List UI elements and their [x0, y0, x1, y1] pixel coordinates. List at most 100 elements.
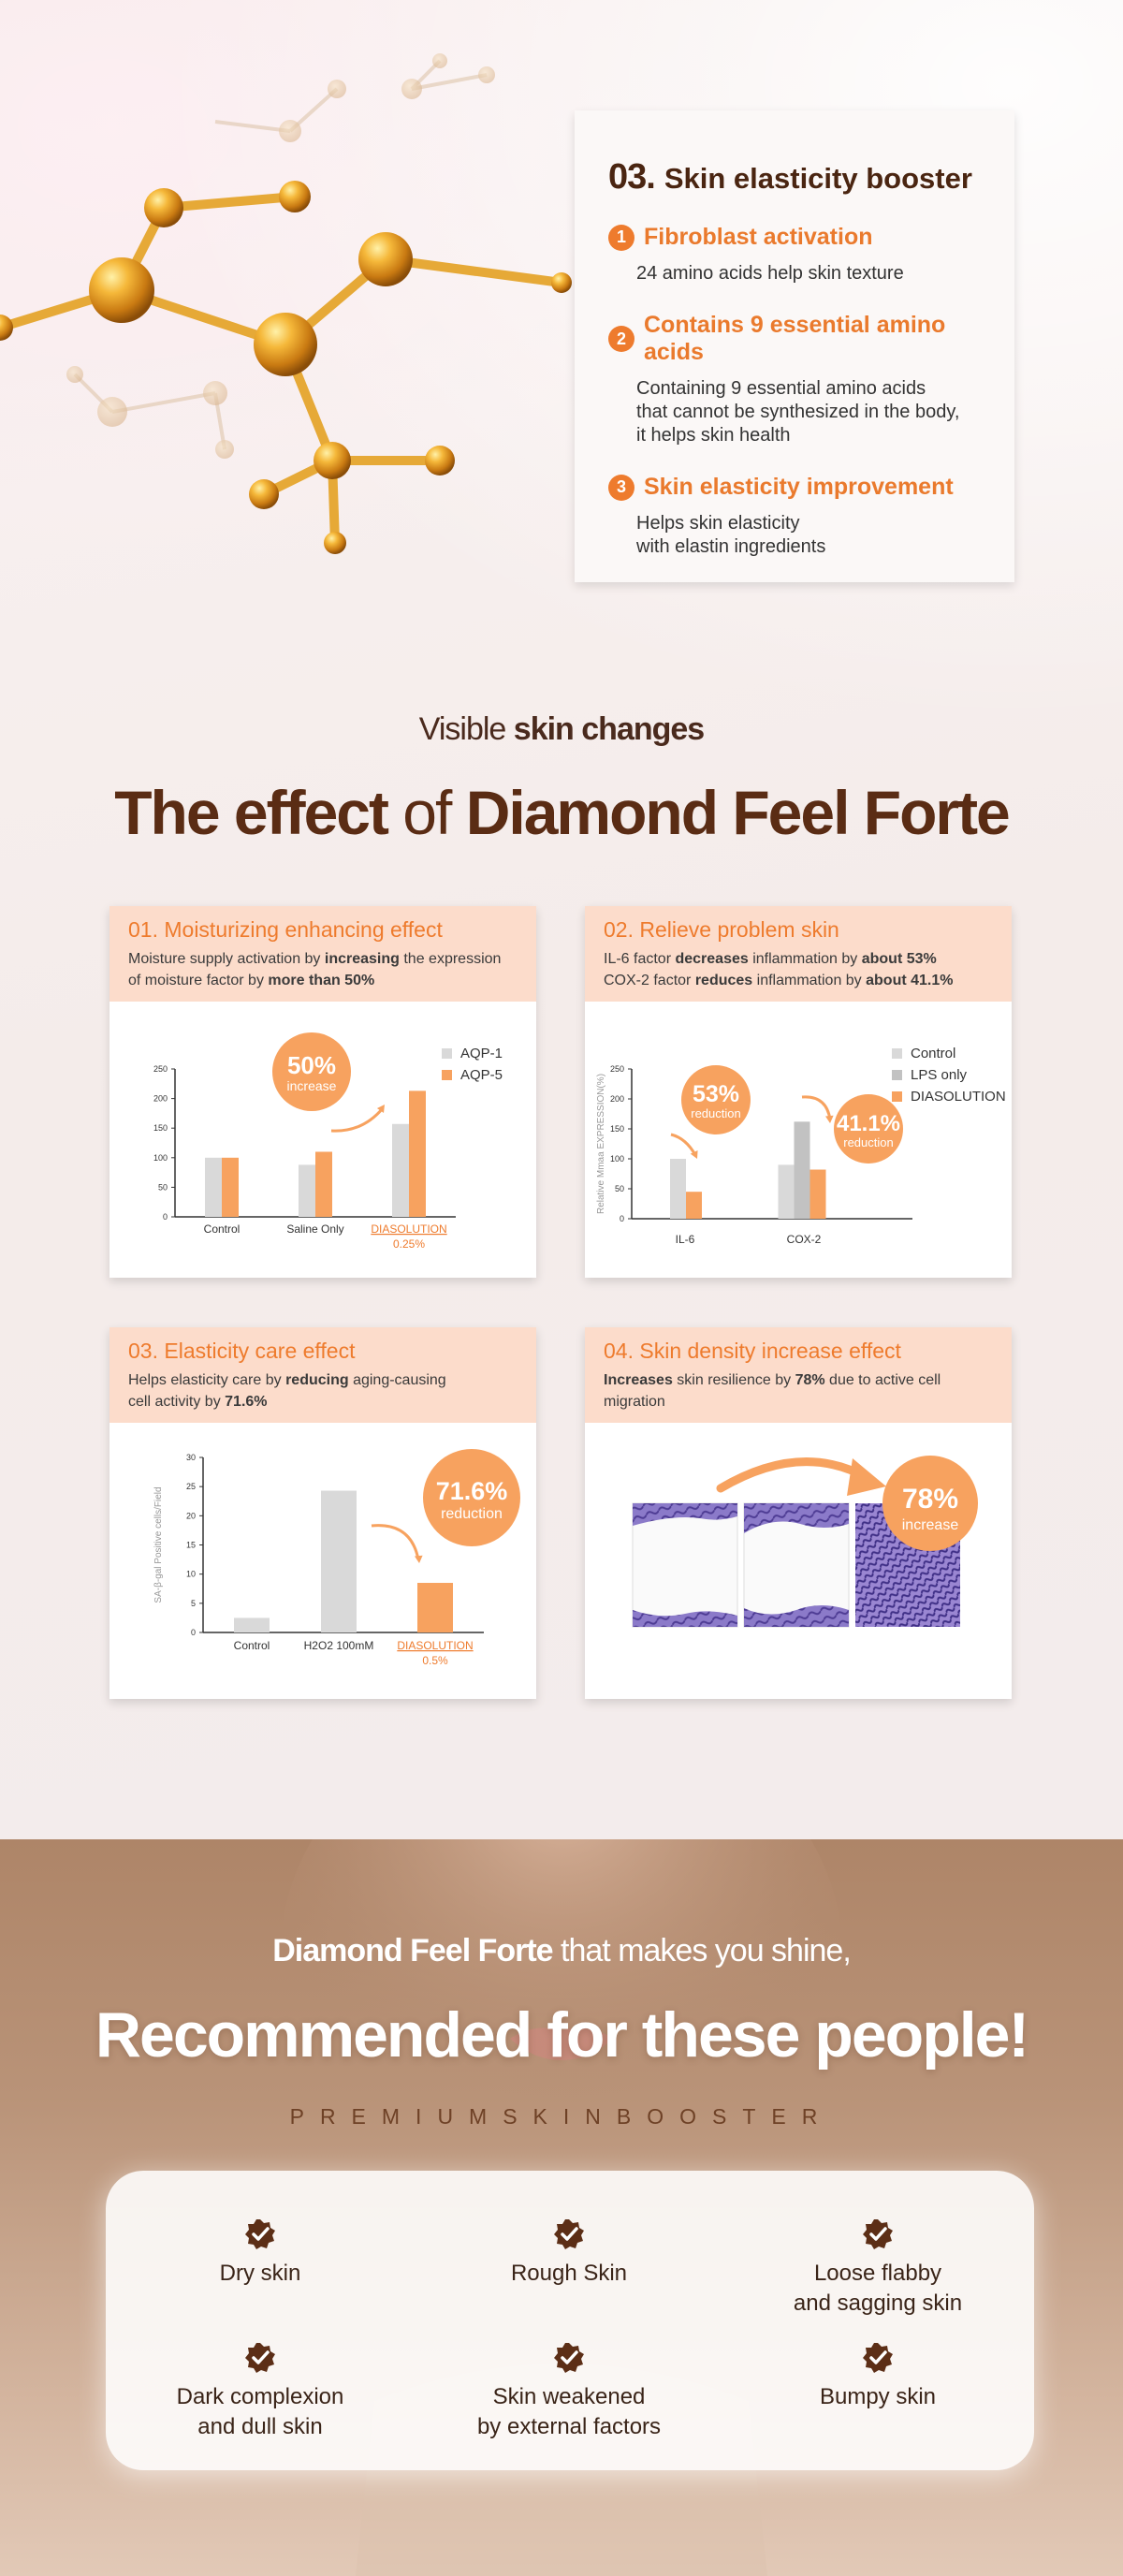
- effect-title: 03. Elasticity care effect: [128, 1339, 356, 1363]
- feature-desc: Helps skin elasticity with elastin ingre…: [636, 513, 826, 557]
- title-bold-2: Diamond Feel Forte: [465, 778, 1011, 847]
- badge-label: reduction: [441, 1506, 503, 1522]
- bar: [778, 1164, 795, 1219]
- premium-tagline: PREMIUMSKINBOOSTER: [289, 2104, 834, 2129]
- badge-label: increase: [287, 1078, 337, 1093]
- desc-emphasis: reduces: [694, 973, 753, 988]
- y-tick-label: 5: [191, 1599, 196, 1608]
- badge-label: increase: [902, 1517, 959, 1533]
- inflammation-chart: 0 50 100 150 200 250 Relative Mmaa EXPRESSION(…: [596, 1046, 1006, 1246]
- micrograph-1: [632, 1502, 738, 1628]
- recommend-subtitle: Diamond Feel Forte that makes you shine,: [0, 1933, 1123, 1969]
- bar: [670, 1159, 686, 1219]
- booster-label: Skin elasticity booster: [664, 162, 972, 195]
- check-badge-icon: [245, 2343, 275, 2373]
- bar: [392, 1123, 409, 1217]
- sub-bold: skin changes: [513, 711, 705, 747]
- desc-emphasis: more than 50%: [268, 973, 375, 988]
- feature-desc: 24 amino acids help skin texture: [636, 263, 904, 284]
- effect-title: 02. Relieve problem skin: [604, 917, 839, 942]
- desc-text: skin resilience by: [672, 1372, 795, 1388]
- result-badge: [272, 1032, 351, 1111]
- effect-card-problem-skin: 02. Relieve problem skin IL-6 factor dec…: [585, 906, 1012, 1278]
- effect-body: 0 5 10 15 20 25 30 SA-β-gal Positive cells/Fiel…: [109, 1423, 536, 1699]
- title-plain: of: [386, 778, 466, 847]
- badge-value: 41.1%: [837, 1111, 900, 1136]
- badge-value: 71.6%: [436, 1477, 508, 1505]
- y-tick-label: 50: [615, 1184, 624, 1193]
- lips-shape: [510, 2027, 613, 2060]
- y-tick-label: 100: [153, 1153, 168, 1163]
- recommend-item: Skin weakened by external factors: [429, 2341, 709, 2442]
- desc-emphasis: reducing: [285, 1372, 349, 1388]
- arrow-head-icon: [376, 1105, 385, 1113]
- result-badge: [834, 1094, 903, 1164]
- legend-label: Control: [911, 1046, 955, 1061]
- desc-text: due to active cell migration: [604, 1372, 941, 1410]
- y-tick-label: 100: [610, 1154, 624, 1164]
- booster-number: 03.: [608, 157, 656, 197]
- check-badge-icon: [554, 2219, 584, 2249]
- recommend-section: Diamond Feel Forte that makes you shine,…: [0, 1839, 1123, 2576]
- category-label: Control: [204, 1222, 241, 1236]
- feature-item: 2 Contains 9 essential amino acids Conta…: [608, 312, 983, 447]
- recommend-card: Dry skin Rough Skin Loose flabby and sag…: [106, 2171, 1034, 2470]
- effect-desc: IL-6 factor decreases inflammation by ab…: [604, 948, 995, 991]
- check-badge-icon: [863, 2343, 893, 2373]
- y-tick-label: 20: [186, 1511, 196, 1520]
- category-label: IL-6: [676, 1233, 695, 1246]
- section-title: The effect of Diamond Feel Forte: [0, 777, 1123, 848]
- arrow-head-icon: [415, 1555, 423, 1563]
- legend-label: LPS only: [911, 1067, 968, 1083]
- result-badge: [681, 1065, 751, 1134]
- desc-text: inflammation by: [748, 951, 862, 967]
- legend-swatch: [442, 1048, 452, 1059]
- section-subtitle: Visible skin changes: [0, 711, 1123, 748]
- bar: [417, 1583, 453, 1632]
- effect-body: 78% increase: [585, 1423, 1012, 1699]
- effect-header: 01. Moisturizing enhancing effect Moistu…: [109, 906, 536, 1002]
- effect-title: 01. Moisturizing enhancing effect: [128, 917, 443, 942]
- feature-item: 1 Fibroblast activation 24 amino acids h…: [608, 224, 983, 285]
- arrow-head-icon: [690, 1150, 698, 1159]
- arrow-icon: [801, 1095, 832, 1120]
- arrow-head-icon: [847, 1458, 886, 1496]
- bar: [321, 1490, 357, 1632]
- effect-desc: Helps elasticity care by reducing aging-…: [128, 1369, 519, 1412]
- y-tick-label: 25: [186, 1482, 196, 1491]
- effect-header: 04. Skin density increase effect Increas…: [585, 1327, 1012, 1423]
- feature-title: Contains 9 essential amino acids: [644, 312, 946, 365]
- bar: [299, 1164, 315, 1217]
- arrow-head-icon: [825, 1115, 834, 1123]
- bar: [809, 1169, 826, 1219]
- y-tick-label: 250: [153, 1064, 168, 1074]
- bar: [409, 1090, 426, 1217]
- y-axis-label: Relative Mmaa EXPRESSION(%): [596, 1074, 606, 1214]
- booster-title: 03. Skin elasticity booster: [608, 157, 983, 198]
- legend-swatch: [892, 1091, 902, 1102]
- desc-text: the expression of moisture factor by: [128, 951, 502, 988]
- desc-emphasis: decreases: [675, 951, 749, 967]
- y-tick-label: 10: [186, 1570, 196, 1579]
- title-bold-1: The effect: [114, 778, 389, 847]
- recommend-item: Loose flabby and sagging skin: [737, 2217, 1018, 2319]
- y-tick-label: 150: [153, 1123, 168, 1133]
- arrow-icon: [330, 1107, 385, 1133]
- badge-label: reduction: [843, 1135, 893, 1149]
- moisture-chart: 0 50 100 150 200 250 Control Saline Only DIASOLU…: [153, 1032, 503, 1251]
- category-label: DIASOLUTION: [371, 1222, 446, 1236]
- bar: [686, 1192, 702, 1219]
- y-tick-label: 200: [153, 1094, 168, 1104]
- desc-text: Moisture supply activation by: [128, 951, 325, 967]
- feature-item: 3 Skin elasticity improvement Helps skin…: [608, 474, 983, 559]
- category-label: Control: [234, 1639, 270, 1652]
- molecule-illustration: [0, 53, 572, 554]
- skin-elasticity-booster-card: 03. Skin elasticity booster 1 Fibroblast…: [575, 110, 1014, 582]
- effect-desc: Increases skin resilience by 78% due to …: [604, 1369, 995, 1412]
- recommend-title: Recommended for these people!: [95, 1999, 1029, 2071]
- hero-section: 03. Skin elasticity booster 1 Fibroblast…: [0, 0, 1123, 1839]
- effect-desc: Moisture supply activation by increasing…: [128, 948, 519, 991]
- category-label: Saline Only: [286, 1222, 343, 1236]
- legend-label: DIASOLUTION: [911, 1089, 1006, 1105]
- desc-emphasis: about 53%: [861, 951, 937, 967]
